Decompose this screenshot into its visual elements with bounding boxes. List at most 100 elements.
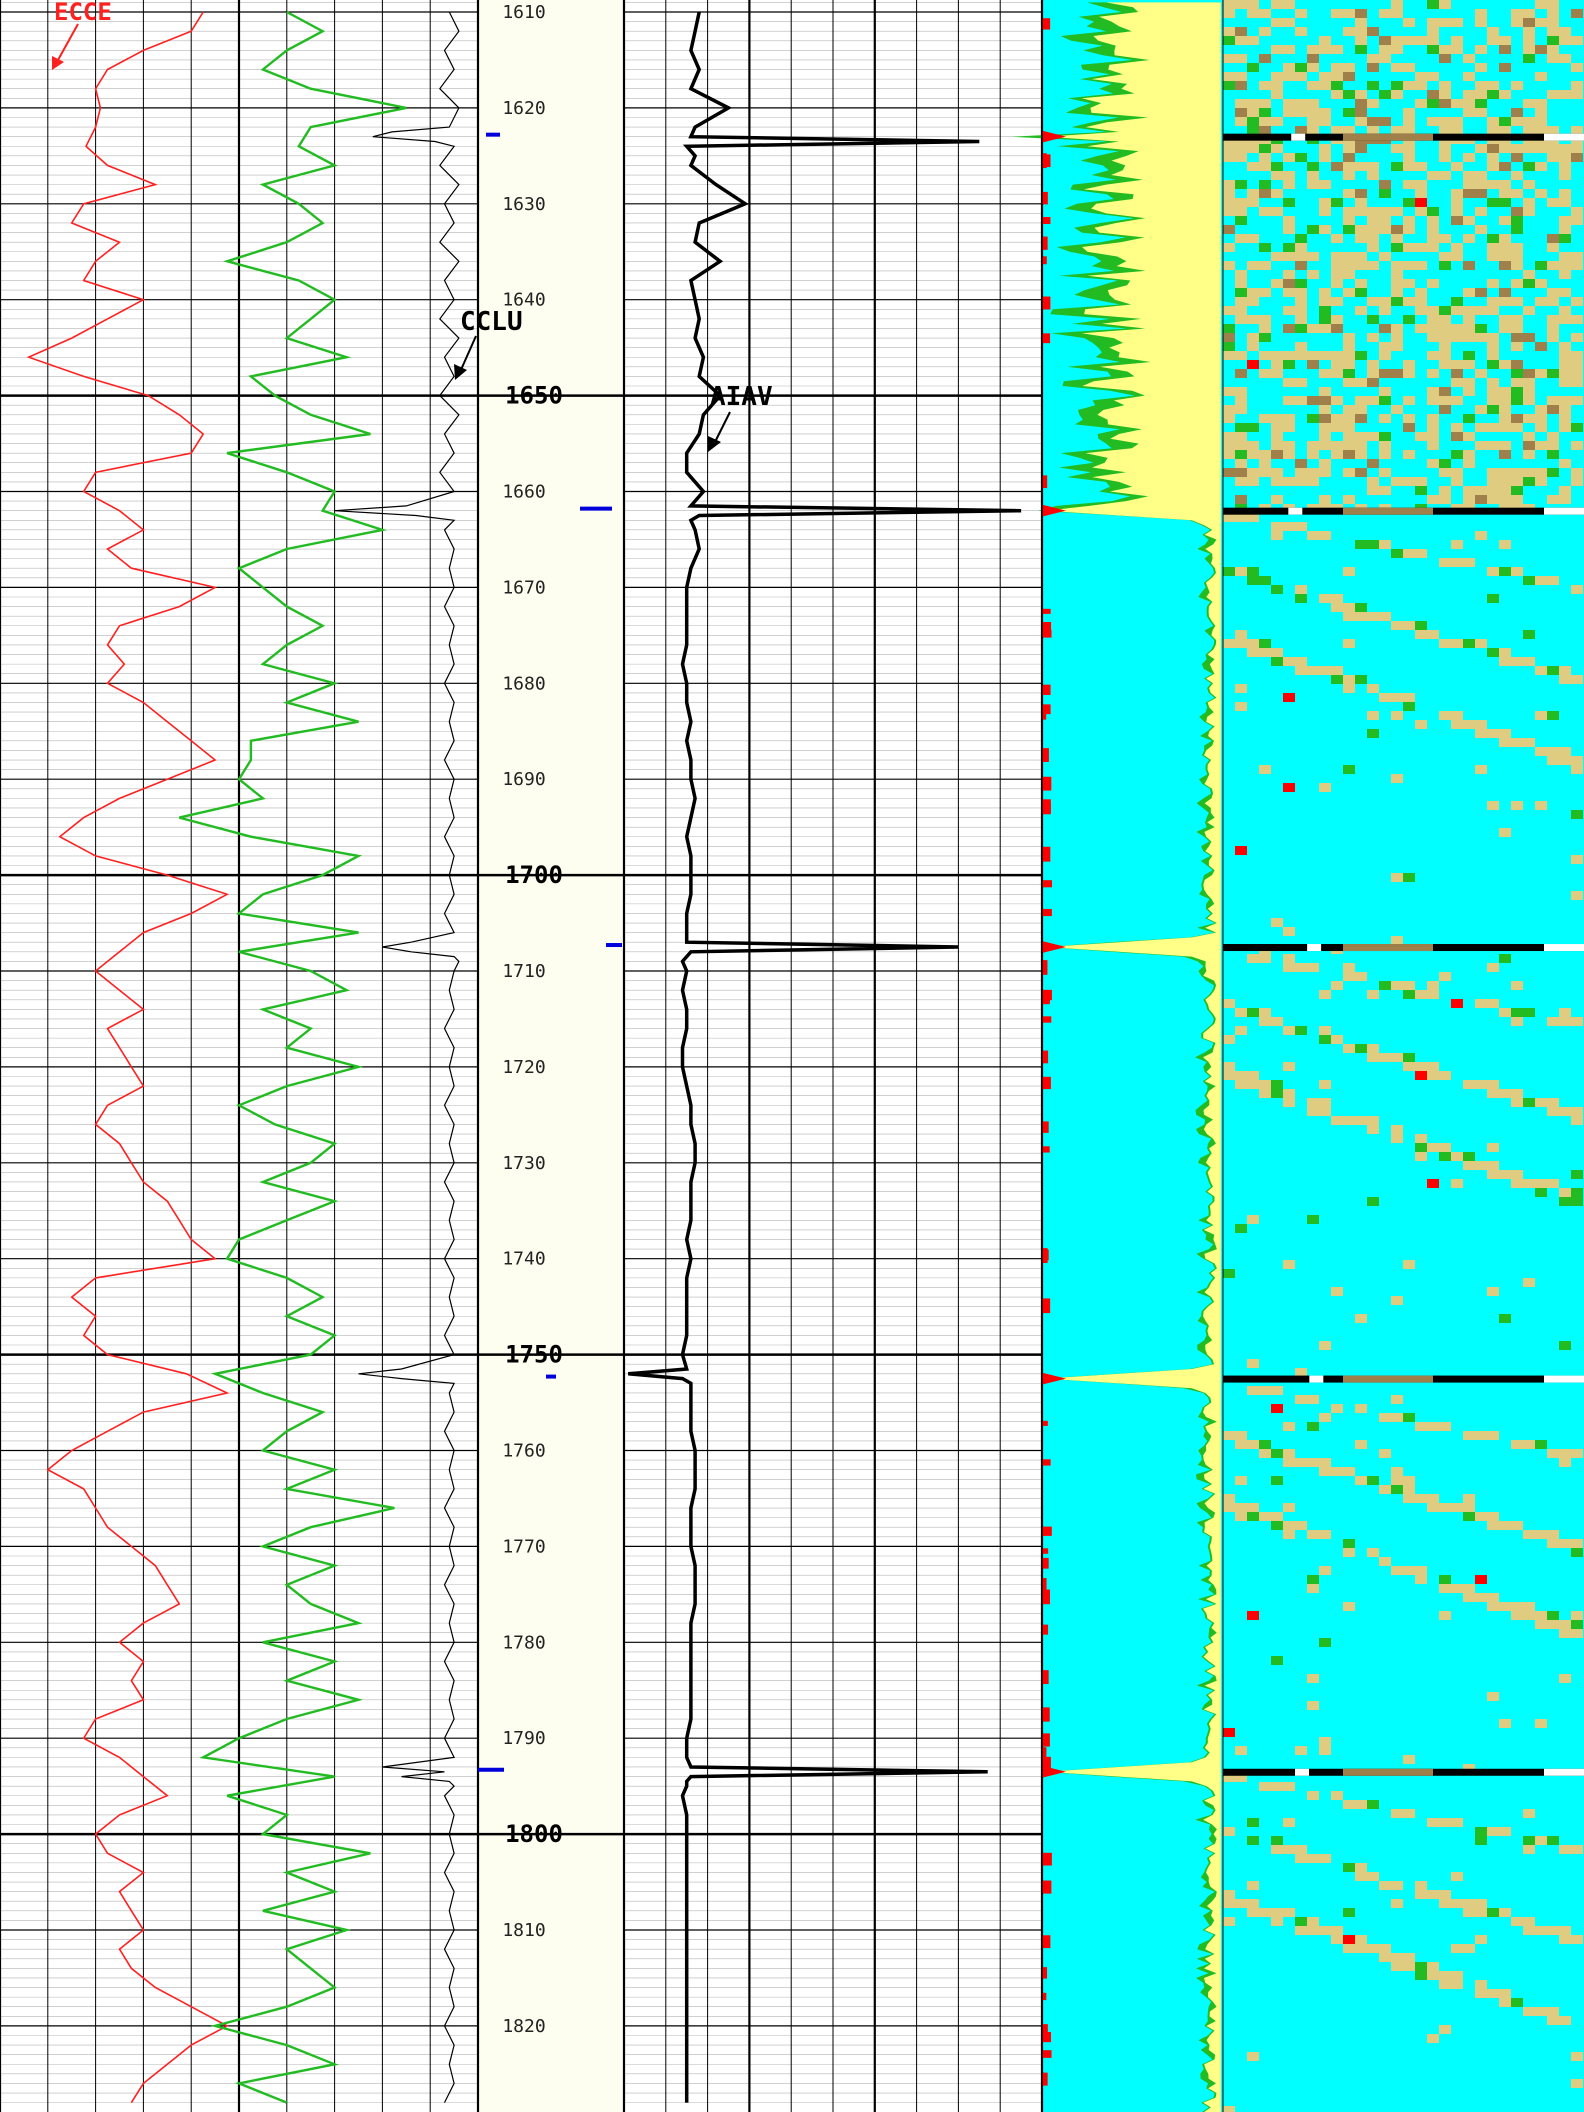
- depth-label: 1670: [502, 577, 545, 598]
- transit-cell: [1367, 1116, 1379, 1125]
- transit-cell: [1559, 756, 1571, 765]
- transit-cell: [1415, 1143, 1427, 1152]
- transit-cell: [1343, 369, 1355, 378]
- transit-cell: [1319, 1080, 1331, 1089]
- transit-cell: [1355, 1116, 1367, 1125]
- transit-cell: [1547, 243, 1559, 252]
- transit-cell: [1499, 1989, 1511, 1998]
- transit-cell: [1571, 1620, 1583, 1629]
- amplitude-red-tick: [1042, 236, 1048, 250]
- transit-cell: [1355, 468, 1367, 477]
- amplitude-red-tick: [1042, 908, 1052, 917]
- transit-cell: [1331, 675, 1343, 684]
- transit-cell: [1343, 1602, 1355, 1611]
- transit-cell: [1283, 1260, 1295, 1269]
- transit-cell: [1271, 360, 1283, 369]
- transit-cell: [1415, 1575, 1427, 1584]
- transit-cell: [1307, 63, 1319, 72]
- transit-cell: [1343, 468, 1355, 477]
- transit-cell: [1535, 2007, 1547, 2016]
- transit-cell: [1391, 207, 1403, 216]
- transit-cell: [1487, 144, 1499, 153]
- transit-cell: [1463, 1161, 1475, 1170]
- transit-cell: [1367, 729, 1379, 738]
- transit-cell: [1283, 441, 1295, 450]
- transit-cell: [1439, 234, 1451, 243]
- transit-cell: [1403, 261, 1415, 270]
- transit-cell: [1307, 1674, 1319, 1683]
- transit-cell: [1559, 1458, 1571, 1467]
- transit-cell: [1475, 207, 1487, 216]
- transit-cell: [1439, 1143, 1451, 1152]
- transit-cell: [1463, 261, 1475, 270]
- transit-cell: [1367, 171, 1379, 180]
- transit-cell: [1367, 333, 1379, 342]
- transit-cell: [1487, 306, 1499, 315]
- transit-cell: [1439, 387, 1451, 396]
- transit-cell: [1319, 315, 1331, 324]
- transit-cell: [1511, 18, 1523, 27]
- transit-cell: [1547, 1530, 1559, 1539]
- transit-cell: [1403, 216, 1415, 225]
- transit-cell: [1319, 117, 1331, 126]
- transit-cell: [1295, 126, 1307, 135]
- transit-cell: [1391, 36, 1403, 45]
- transit-cell: [1295, 1746, 1307, 1755]
- transit-cell: [1475, 369, 1487, 378]
- transit-cell: [1547, 1836, 1559, 1845]
- transit-cell: [1283, 954, 1295, 963]
- transit-cell: [1439, 2025, 1451, 2034]
- transit-cell: [1235, 441, 1247, 450]
- transit-cell: [1439, 1818, 1451, 1827]
- transit-cell: [1535, 405, 1547, 414]
- transit-cell: [1295, 963, 1307, 972]
- transit-cell: [1259, 954, 1271, 963]
- transit-cell: [1523, 180, 1535, 189]
- transit-cell: [1439, 1611, 1451, 1620]
- amplitude-red-tick: [1042, 1733, 1050, 1747]
- transit-cell: [1487, 486, 1499, 495]
- transit-cell: [1271, 450, 1283, 459]
- transit-cell: [1499, 828, 1511, 837]
- transit-cell: [1355, 540, 1367, 549]
- amplitude-red-tick: [1042, 191, 1048, 205]
- transit-cell: [1475, 423, 1487, 432]
- depth-label: 1760: [502, 1441, 545, 1462]
- transit-cell: [1355, 612, 1367, 621]
- transit-cell: [1487, 342, 1499, 351]
- transit-cell: [1331, 162, 1343, 171]
- transit-cell: [1271, 189, 1283, 198]
- transit-cell: [1487, 396, 1499, 405]
- transit-cell: [1235, 270, 1247, 279]
- transit-cell: [1547, 1539, 1559, 1548]
- transit-cell: [1511, 171, 1523, 180]
- transit-cell: [1319, 990, 1331, 999]
- transit-cell: [1559, 1341, 1571, 1350]
- transit-cell: [1511, 738, 1523, 747]
- transit-cell: [1271, 441, 1283, 450]
- transit-cell: [1355, 1800, 1367, 1809]
- transit-cell: [1391, 144, 1403, 153]
- transit-cell: [1559, 414, 1571, 423]
- transit-cell: [1367, 1872, 1379, 1881]
- transit-cell: [1367, 684, 1379, 693]
- transit-cell: [1439, 1899, 1451, 1908]
- transit-cell: [1523, 1008, 1535, 1017]
- transit-cell: [1463, 1584, 1475, 1593]
- transit-cell: [1475, 1935, 1487, 1944]
- transit-cell: [1463, 360, 1475, 369]
- transit-cell: [1331, 441, 1343, 450]
- transit-cell: [1571, 1170, 1583, 1179]
- transit-cell: [1535, 369, 1547, 378]
- transit-cell: [1355, 207, 1367, 216]
- transit-cell: [1523, 198, 1535, 207]
- transit-cell: [1343, 567, 1355, 576]
- transit-cell: [1331, 90, 1343, 99]
- transit-cell: [1223, 441, 1235, 450]
- transit-cell: [1331, 369, 1343, 378]
- transit-cell: [1295, 396, 1307, 405]
- transit-cell: [1535, 1836, 1547, 1845]
- transit-cell: [1427, 630, 1439, 639]
- amplitude-red-tick: [1042, 1548, 1049, 1554]
- transit-cell: [1511, 1179, 1523, 1188]
